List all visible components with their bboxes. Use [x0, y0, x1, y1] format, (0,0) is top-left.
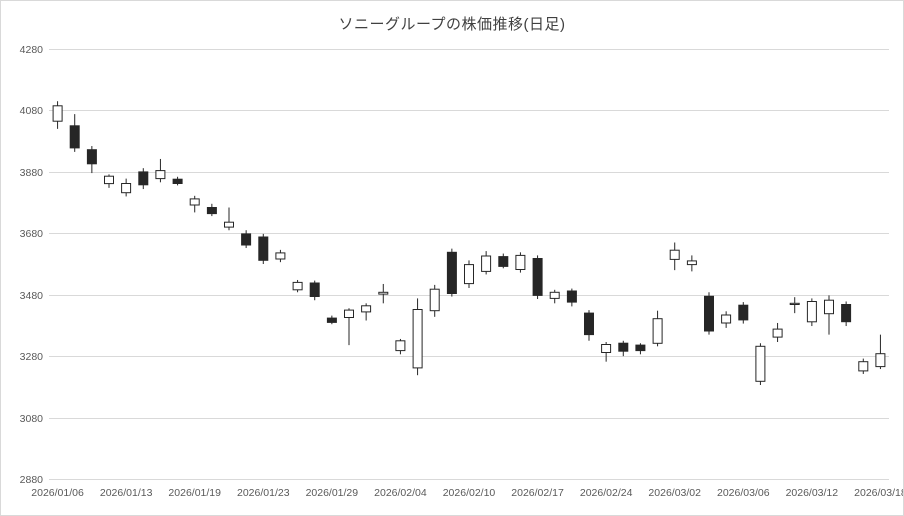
- candlestick-down: [532, 258, 543, 296]
- x-axis-label: 2026/02/10: [443, 487, 496, 499]
- y-axis-label: 3280: [20, 351, 44, 363]
- candlestick-down: [566, 290, 577, 303]
- candlestick-down: [69, 125, 80, 149]
- candlestick-up: [121, 183, 132, 194]
- candlestick-up: [344, 309, 354, 319]
- y-axis-label: 3080: [20, 413, 44, 425]
- x-axis-label: 2026/01/19: [168, 487, 221, 499]
- candlestick-up: [806, 301, 817, 323]
- candlestick-up: [224, 221, 234, 228]
- candlestick-up: [721, 314, 732, 324]
- candlestick-up: [755, 345, 766, 382]
- x-axis-label: 2026/03/18: [854, 487, 904, 499]
- candlestick-up: [361, 305, 372, 313]
- candlestick-down: [86, 149, 97, 165]
- candlestick-up: [378, 291, 389, 295]
- candlestick-up: [412, 309, 423, 369]
- candlestick-up: [858, 361, 869, 372]
- candlestick-up: [292, 281, 303, 291]
- candlestick-up: [481, 255, 492, 272]
- y-axis-label: 4080: [20, 105, 44, 117]
- x-axis-label: 2026/01/13: [100, 487, 153, 499]
- candlestick-up: [429, 288, 440, 312]
- x-axis-label: 2026/02/24: [580, 487, 633, 499]
- x-axis-label: 2026/01/06: [31, 487, 84, 499]
- x-axis-label: 2026/01/29: [306, 487, 359, 499]
- x-axis-label: 2026/01/23: [237, 487, 290, 499]
- candlestick-up: [669, 249, 680, 260]
- candlestick-down: [258, 236, 269, 261]
- candlestick-down: [738, 304, 749, 321]
- x-axis-label: 2026/03/06: [717, 487, 770, 499]
- candlestick-down: [138, 171, 149, 186]
- candlestick-up: [824, 299, 834, 315]
- candlestick-up: [52, 105, 63, 122]
- candlestick-down: [309, 282, 320, 297]
- x-axis-label: 2026/02/17: [511, 487, 564, 499]
- candlestick-up: [875, 353, 886, 368]
- candlestick-down: [206, 207, 217, 215]
- candlestick-up: [275, 252, 286, 260]
- candlestick-down: [618, 342, 629, 352]
- candlestick-up: [601, 344, 612, 353]
- candlestick-down: [498, 256, 509, 267]
- candlestick-up: [515, 254, 526, 270]
- candlestick-up: [104, 175, 114, 185]
- candlestick-down: [635, 344, 646, 352]
- candlestick-up: [772, 328, 783, 338]
- candlestick-down: [584, 312, 594, 336]
- candlestick-up: [652, 318, 663, 344]
- candlestick-up: [789, 302, 800, 305]
- candlestick-down: [241, 233, 252, 246]
- candlestick-down: [704, 295, 714, 332]
- candlestick-down: [841, 304, 852, 323]
- candlestick-up: [395, 340, 406, 352]
- candlestick-down: [446, 251, 457, 295]
- y-axis-label: 3880: [20, 167, 44, 179]
- candlestick-up: [686, 260, 697, 266]
- candlestick-up: [549, 291, 560, 299]
- x-axis-label: 2026/03/02: [648, 487, 701, 499]
- x-axis-label: 2026/03/12: [786, 487, 839, 499]
- y-axis-label: 4280: [20, 44, 44, 56]
- candlestick-up: [155, 170, 166, 180]
- y-axis-label: 3680: [20, 228, 44, 240]
- candlestick-down: [172, 178, 183, 184]
- chart-title: ソニーグループの株価推移(日足): [338, 16, 566, 33]
- y-axis-label: 3480: [20, 290, 44, 302]
- candlestick-down: [326, 317, 337, 323]
- candlestick-up: [189, 198, 200, 206]
- x-axis-label: 2026/02/04: [374, 487, 427, 499]
- y-axis-label: 2880: [20, 474, 44, 486]
- candlestick-up: [464, 264, 474, 285]
